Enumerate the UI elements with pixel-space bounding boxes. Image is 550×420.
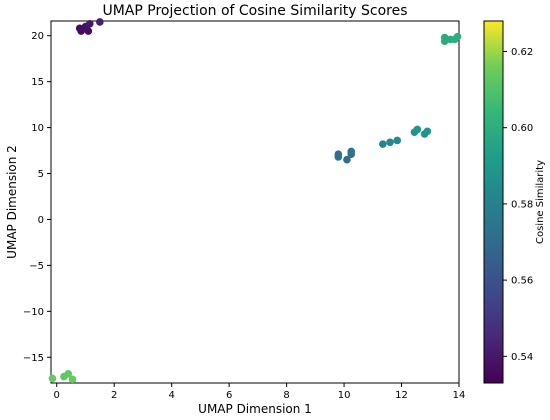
y-tick-label: 20 bbox=[31, 31, 44, 42]
chart-title: UMAP Projection of Cosine Similarity Sco… bbox=[102, 3, 407, 19]
scatter-point bbox=[453, 32, 462, 41]
scatter-point bbox=[393, 136, 402, 145]
y-tick-label: −5 bbox=[29, 261, 44, 272]
scatter-point bbox=[68, 375, 77, 384]
x-tick-label: 4 bbox=[168, 390, 174, 401]
colorbar bbox=[483, 20, 504, 384]
x-axis-label: UMAP Dimension 1 bbox=[198, 402, 312, 416]
x-tick-label: 0 bbox=[54, 390, 60, 401]
y-tick-label: 15 bbox=[31, 77, 44, 88]
scatter-point bbox=[334, 150, 343, 159]
scatter-point bbox=[96, 18, 104, 26]
y-tick-label: 0 bbox=[38, 215, 44, 226]
scatter-points bbox=[48, 18, 462, 384]
scatter-point bbox=[423, 127, 432, 136]
colorbar-ticks: 0.54 0.56 0.58 0.60 0.62 bbox=[503, 47, 533, 363]
colorbar-tick-label: 0.54 bbox=[511, 352, 533, 363]
scatter-point bbox=[48, 374, 57, 383]
scatter-point bbox=[85, 19, 94, 28]
scatter-point bbox=[386, 138, 394, 147]
x-tick-label: 8 bbox=[283, 390, 289, 401]
y-tick-label: 5 bbox=[38, 169, 44, 180]
x-axis-ticks: 0 2 4 6 8 10 12 14 bbox=[54, 383, 466, 401]
scatter-point bbox=[440, 33, 449, 42]
plot-frame bbox=[50, 20, 460, 384]
colorbar-tick-label: 0.56 bbox=[511, 276, 533, 287]
colorbar-tick-label: 0.62 bbox=[511, 47, 533, 58]
scatter-point bbox=[84, 27, 93, 35]
y-tick-label: 10 bbox=[31, 123, 44, 134]
scatter-point bbox=[347, 147, 356, 156]
y-axis-label: UMAP Dimension 2 bbox=[5, 145, 19, 259]
x-tick-label: 2 bbox=[111, 390, 117, 401]
scatter-point bbox=[413, 125, 422, 134]
scatter-point bbox=[379, 140, 387, 148]
scatter-point bbox=[64, 370, 73, 378]
y-tick-label: −10 bbox=[23, 307, 44, 318]
colorbar-tick-label: 0.60 bbox=[511, 123, 533, 134]
x-tick-label: 6 bbox=[226, 390, 232, 401]
colorbar-label: Cosine Similarity bbox=[535, 160, 546, 244]
y-axis-ticks: −15 −10 −5 0 5 10 15 20 bbox=[23, 31, 51, 364]
x-tick-label: 12 bbox=[395, 390, 408, 401]
x-tick-label: 10 bbox=[338, 390, 351, 401]
y-tick-label: −15 bbox=[23, 353, 44, 364]
x-tick-label: 14 bbox=[453, 390, 466, 401]
scatter-point bbox=[343, 155, 351, 164]
colorbar-tick-label: 0.58 bbox=[511, 199, 533, 210]
